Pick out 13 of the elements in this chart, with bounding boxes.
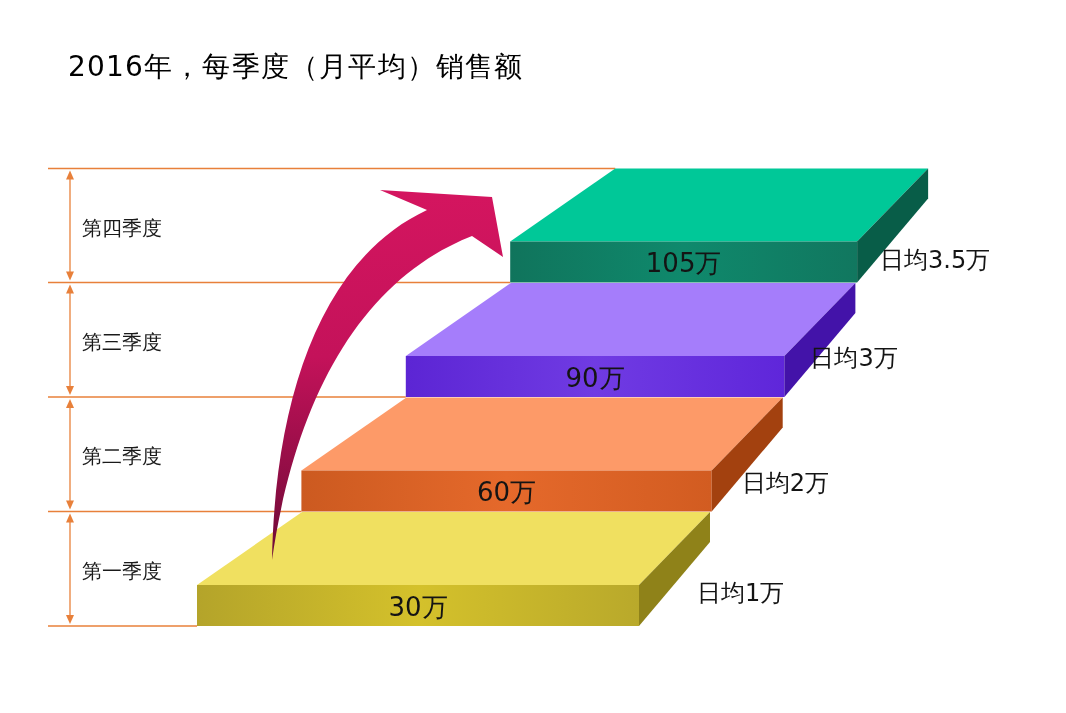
data-label: 日均2万: [741, 468, 829, 497]
data-label: 日均1万: [697, 579, 785, 607]
data-label: 30万: [388, 591, 448, 622]
data-label: 90万: [565, 362, 625, 393]
data-label: 105万: [645, 248, 722, 278]
data-label: 日均3.5万: [880, 245, 991, 274]
data-label: 60万: [477, 477, 537, 507]
category-label: 第四季度: [82, 215, 162, 240]
category-label: 第一季度: [82, 558, 162, 583]
category-label: 第二季度: [82, 444, 162, 469]
data-label: 日均3万: [810, 344, 898, 372]
text: 2016年，每季度（月平均）销售额: [68, 49, 524, 83]
category-label: 第三季度: [82, 329, 162, 354]
